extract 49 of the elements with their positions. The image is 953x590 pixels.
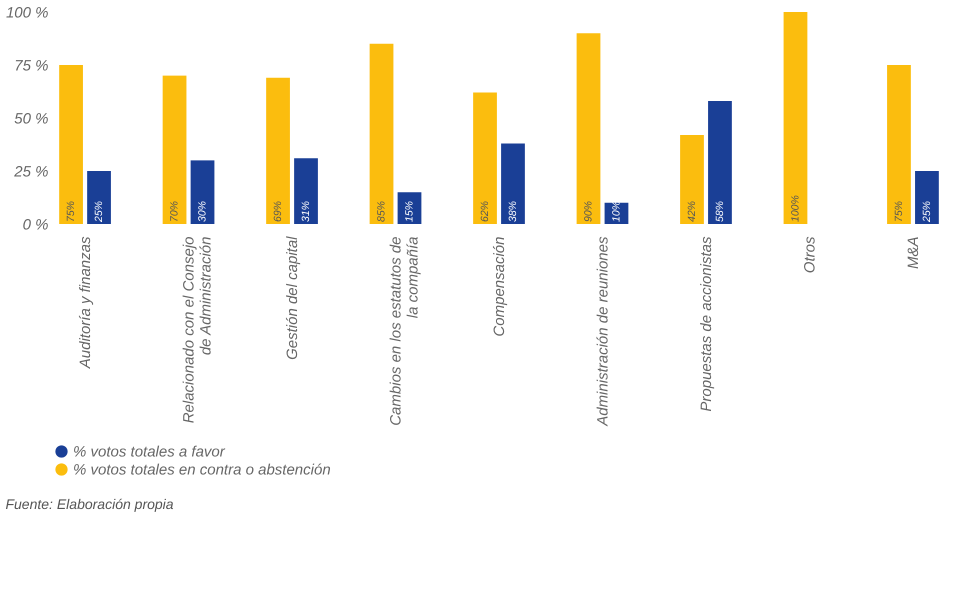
x-tick-label: Compensación bbox=[491, 236, 508, 337]
x-tick-label: Cambios en los estatutos de la compañía bbox=[388, 236, 422, 426]
data-label: 69% bbox=[272, 200, 284, 222]
data-label: 90% bbox=[582, 200, 595, 222]
x-tick-label: M&A bbox=[904, 236, 922, 270]
bar bbox=[162, 76, 186, 224]
data-label: 15% bbox=[403, 200, 416, 222]
data-label: 100% bbox=[789, 195, 802, 222]
y-tick-label: 0 % bbox=[22, 216, 48, 234]
data-label: 70% bbox=[168, 200, 181, 222]
bar bbox=[501, 143, 525, 224]
bar bbox=[784, 12, 808, 224]
data-label: 25% bbox=[920, 200, 933, 223]
legend-label: % votos totales a favor bbox=[73, 444, 226, 460]
bar bbox=[190, 160, 214, 224]
bar bbox=[294, 158, 318, 224]
bar bbox=[266, 78, 290, 224]
data-label: 85% bbox=[376, 200, 388, 222]
legend-label: % votos totales en contra o abstención bbox=[73, 462, 331, 478]
bar bbox=[398, 192, 422, 224]
data-label: 75% bbox=[65, 200, 78, 222]
bar bbox=[473, 92, 497, 224]
data-label: 62% bbox=[479, 200, 492, 222]
bar bbox=[915, 171, 939, 224]
y-tick-label: 50 % bbox=[14, 110, 48, 128]
x-tick-label: Gestión del capital bbox=[284, 236, 302, 360]
x-tick-label: Propuestas de accionistas bbox=[698, 236, 715, 412]
data-label: 30% bbox=[196, 200, 209, 222]
data-label: 31% bbox=[300, 200, 312, 222]
bar bbox=[370, 44, 394, 224]
bar bbox=[680, 134, 704, 224]
bar bbox=[708, 101, 732, 224]
source-note: Fuente: Elaboración propia bbox=[5, 496, 174, 512]
x-tick-label: Relacionado con el Consejo de Administración bbox=[180, 236, 215, 424]
x-tick-label: Otros bbox=[801, 236, 818, 274]
y-tick-label: 75 % bbox=[14, 58, 48, 74]
bar bbox=[887, 65, 911, 224]
data-label: 75% bbox=[892, 200, 905, 222]
data-label: 42% bbox=[686, 200, 698, 222]
y-tick-label: 25 % bbox=[13, 164, 48, 180]
data-label: 58% bbox=[714, 200, 726, 222]
x-tick-label: Auditoría y finanzas bbox=[77, 236, 94, 370]
bar bbox=[87, 171, 111, 224]
bar bbox=[576, 33, 600, 224]
y-tick-label: 100 % bbox=[6, 4, 48, 22]
data-label: 38% bbox=[506, 200, 519, 222]
data-label: 25% bbox=[93, 200, 106, 223]
x-tick-label: Administración de reuniones bbox=[594, 236, 612, 427]
bar bbox=[59, 65, 83, 224]
